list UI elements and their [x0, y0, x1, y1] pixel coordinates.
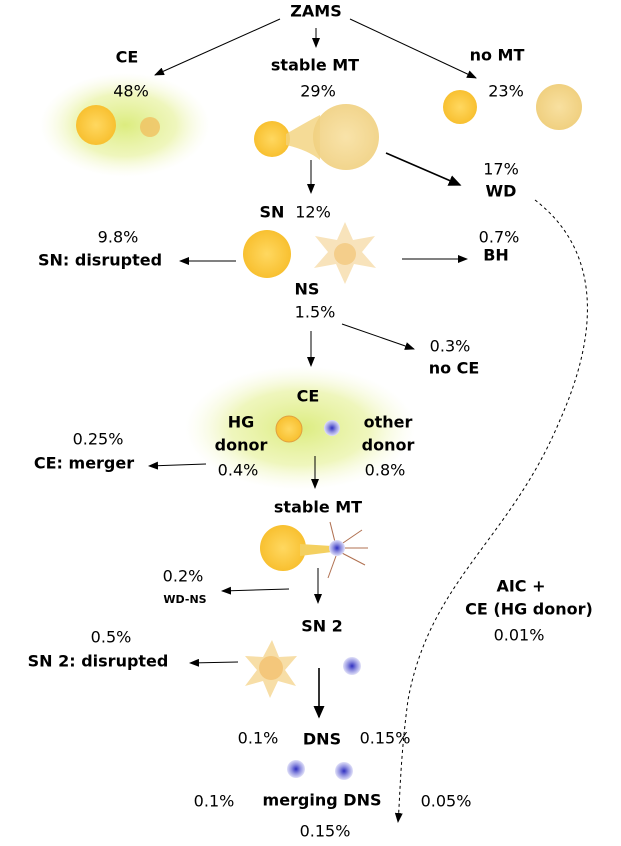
node-label: SN 2: disrupted — [28, 652, 169, 671]
fraction: 0.05% — [421, 792, 472, 811]
node-label: CE — [116, 48, 139, 67]
fraction: 29% — [300, 82, 336, 101]
fraction: 0.4% — [218, 461, 259, 480]
node-label: stable MT — [274, 498, 362, 517]
node-label: merging DNS — [263, 791, 382, 810]
node-label: donor — [215, 436, 268, 455]
fraction: 17% — [483, 160, 519, 179]
node-label: DNS — [303, 730, 341, 749]
fraction: 0.7% — [479, 228, 520, 247]
fraction: 23% — [488, 82, 524, 101]
fraction: 0.25% — [73, 430, 124, 449]
node-label: no CE — [429, 359, 480, 378]
fraction: 0.01% — [494, 626, 545, 645]
node-label: NS — [295, 280, 320, 299]
node-label: stable MT — [271, 56, 359, 75]
labels: ZAMS CE 48% stable MT 29% no MT 23% WD 1… — [28, 2, 593, 841]
fraction: 0.1% — [238, 729, 279, 748]
fraction: 48% — [113, 82, 149, 101]
node-label: other — [364, 413, 413, 432]
node-label: BH — [483, 246, 509, 265]
node-label: SN — [260, 203, 285, 222]
fraction: 0.5% — [91, 628, 132, 647]
fraction: 0.3% — [430, 337, 471, 356]
node-label: no MT — [470, 46, 525, 65]
node-label: SN: disrupted — [38, 251, 162, 270]
node-label: WD — [486, 182, 517, 201]
node-label: ZAMS — [290, 2, 341, 21]
fraction: 0.1% — [194, 792, 235, 811]
fraction: 9.8% — [98, 228, 139, 247]
node-label: AIC + — [496, 577, 545, 596]
fraction: 12% — [295, 203, 331, 222]
illustrations — [40, 73, 582, 780]
arrows — [148, 18, 588, 823]
node-label: donor — [362, 436, 415, 455]
node-label: CE — [297, 387, 320, 406]
fraction: 0.15% — [360, 729, 411, 748]
fraction: 0.8% — [365, 461, 406, 480]
node-label: CE (HG donor) — [465, 600, 593, 619]
node-label: HG — [228, 413, 255, 432]
node-label: SN 2 — [301, 617, 343, 636]
node-label: CE: merger — [34, 454, 134, 473]
fraction: 0.2% — [163, 567, 204, 586]
fraction: 1.5% — [295, 303, 336, 322]
node-label: WD-NS — [163, 593, 206, 606]
fraction: 0.15% — [300, 822, 351, 841]
